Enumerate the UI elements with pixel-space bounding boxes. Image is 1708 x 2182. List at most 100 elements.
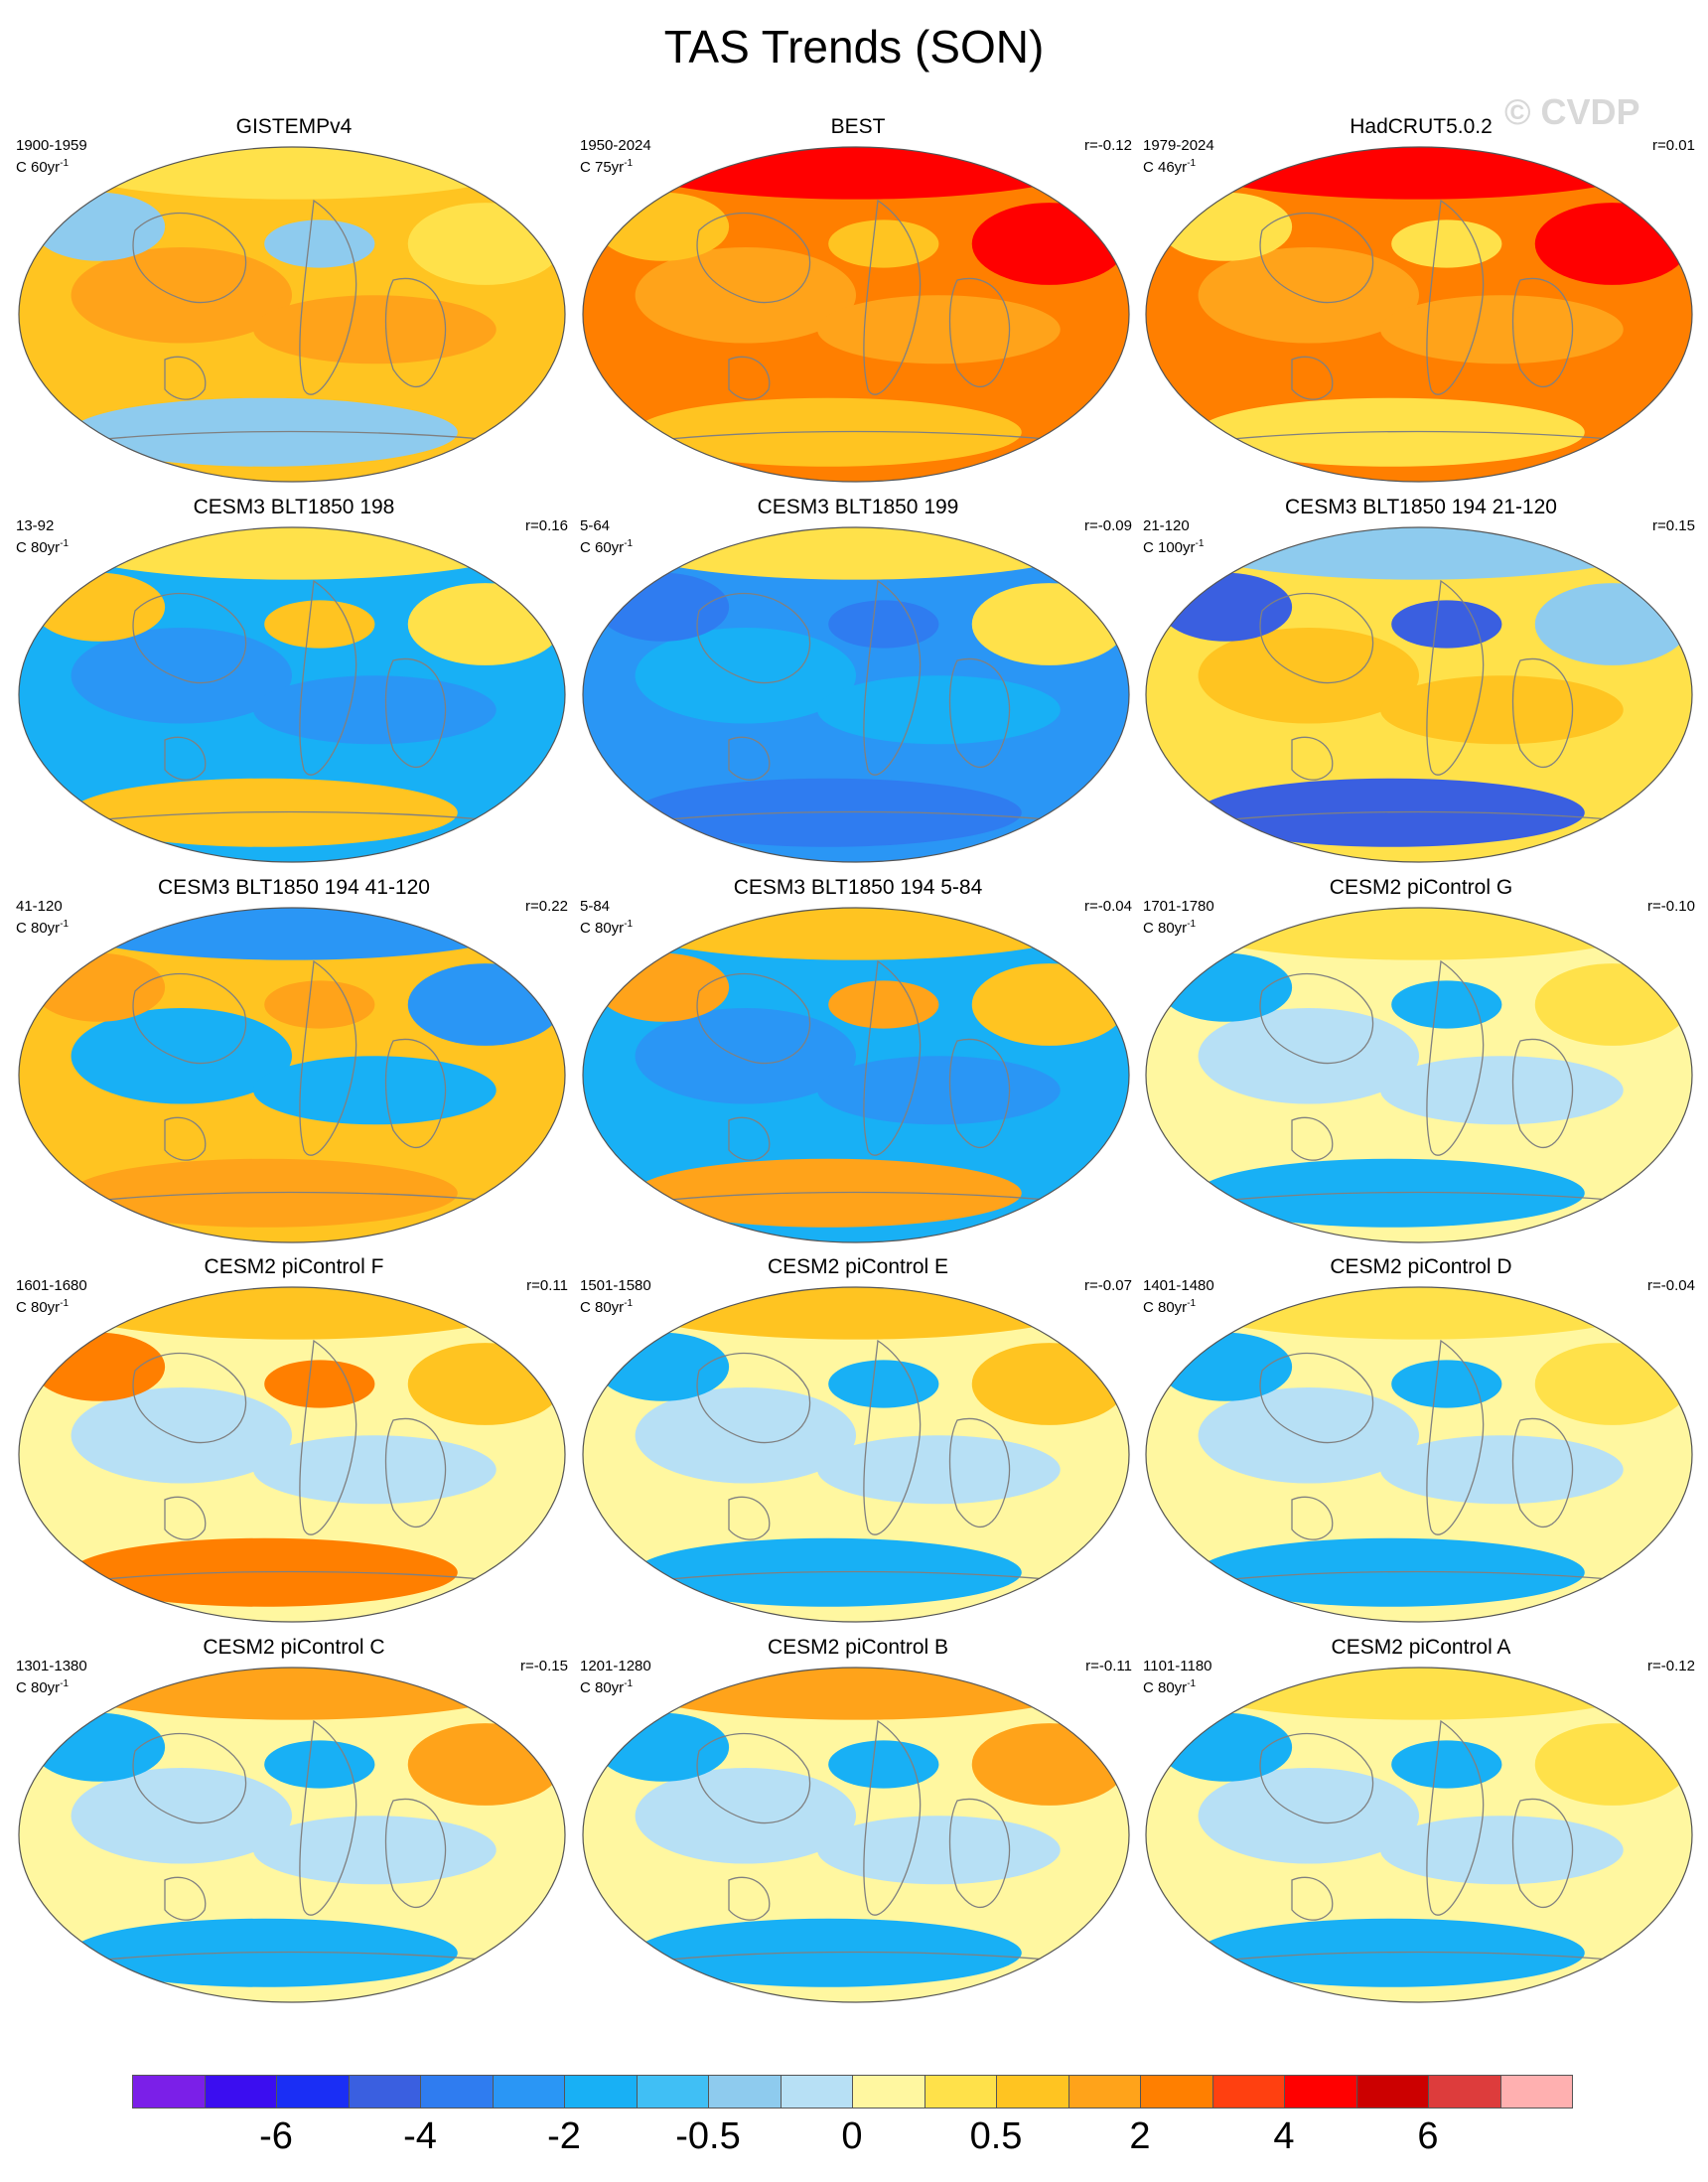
coastline	[1426, 1339, 1485, 1535]
anomaly-region	[253, 675, 497, 745]
map-panel: CESM2 piControl A 1101-1180 C 80yr-1 r=-0.1…	[1143, 1636, 1699, 2019]
panel-correlation: r=-0.09	[1084, 517, 1132, 534]
figure-title: TAS Trends (SON)	[663, 21, 1045, 73]
coastline	[1511, 277, 1574, 388]
trend-map	[1145, 526, 1693, 863]
panel-units: C 80yr-1	[580, 1295, 633, 1317]
coastline	[1259, 1352, 1374, 1444]
panel-title: CESM3 BLT1850 199	[757, 496, 959, 518]
panel-years: 13-92	[16, 517, 55, 534]
panel-years: 1701-1780	[1143, 898, 1214, 915]
coastline	[948, 277, 1011, 388]
units-exponent: -1	[624, 538, 634, 549]
panel-correlation: r=0.22	[525, 898, 568, 915]
colorbar-tick-label: 0.5	[969, 2115, 1023, 2157]
panel-units: C 80yr-1	[1143, 916, 1196, 938]
coastline	[384, 277, 447, 388]
colorbar-swatch	[1499, 2075, 1573, 2109]
coastline	[104, 1951, 484, 1961]
units-exponent: -1	[1187, 919, 1197, 930]
panel-units-text: C 80yr	[580, 1299, 625, 1316]
coastline	[696, 592, 811, 684]
coastline	[1511, 657, 1574, 769]
coastline	[164, 1116, 207, 1161]
anomaly-region	[71, 627, 292, 724]
panel-units: C 60yr-1	[580, 535, 633, 557]
panel-units: C 80yr-1	[1143, 1675, 1196, 1697]
trend-map	[1145, 146, 1693, 483]
coastline	[696, 1352, 811, 1444]
panel-units-text: C 46yr	[1143, 159, 1188, 176]
anomaly-region	[1198, 1007, 1419, 1104]
colorbar	[132, 2075, 1573, 2110]
units-exponent: -1	[60, 538, 70, 549]
coastline	[1291, 1116, 1334, 1161]
colorbar-swatch	[204, 2075, 277, 2109]
anomaly-region	[596, 952, 730, 1022]
anomaly-region	[607, 147, 1105, 200]
panel-title: CESM3 BLT1850 198	[193, 496, 395, 518]
coastline	[668, 1191, 1048, 1201]
coastline	[132, 972, 247, 1065]
anomaly-region	[1170, 1287, 1668, 1340]
panel-units: C 80yr-1	[580, 1675, 633, 1697]
anomaly-region	[264, 219, 375, 268]
coastline	[1511, 1798, 1574, 1909]
coastline	[1291, 736, 1334, 781]
map-border	[1145, 146, 1693, 483]
anomaly-region	[596, 192, 730, 261]
map-panel: CESM2 piControl D 1401-1480 C 80yr-1 r=-0.0…	[1143, 1255, 1699, 1639]
anomaly-region	[1391, 1360, 1502, 1408]
anomaly-region	[1170, 527, 1668, 580]
panel-years: 5-64	[580, 517, 611, 534]
anomaly-region	[1159, 572, 1293, 642]
cvdp-watermark: © CVDP	[1504, 91, 1640, 132]
colorbar-swatch	[708, 2075, 782, 2109]
panel-years: 1900-1959	[16, 137, 87, 154]
panel-years: 1950-2024	[580, 137, 651, 154]
coastline	[948, 1417, 1011, 1528]
panel-title: CESM2 piControl C	[203, 1636, 385, 1659]
units-exponent: -1	[60, 158, 70, 169]
coastline	[384, 657, 447, 769]
coastline	[1231, 1951, 1611, 1961]
anomaly-region	[635, 1767, 856, 1864]
anomaly-region	[1170, 147, 1668, 200]
panel-title: CESM3 BLT1850 194 21-120	[1285, 496, 1557, 518]
map-panel: CESM3 BLT1850 194 21-120 21-120 C 100yr-1 r…	[1143, 496, 1699, 879]
colorbar-tick-label: -0.5	[675, 2115, 741, 2157]
panel-years: 1101-1180	[1143, 1658, 1212, 1674]
coastline	[948, 1038, 1011, 1149]
coastline	[948, 1798, 1011, 1909]
panel-title: HadCRUT5.0.2	[1350, 115, 1493, 138]
panel-units-text: C 80yr	[16, 1299, 61, 1316]
colorbar-tick-label: -2	[547, 2115, 581, 2157]
panel-correlation: r=0.16	[525, 517, 568, 534]
anomaly-region	[817, 295, 1061, 364]
anomaly-region	[1391, 1740, 1502, 1789]
map-border	[582, 526, 1130, 863]
coastline	[164, 1876, 207, 1921]
map-panel: CESM2 piControl C 1301-1380 C 80yr-1 r=-0.1…	[16, 1636, 572, 2019]
coastline	[132, 212, 247, 304]
panel-units-text: C 60yr	[580, 539, 625, 556]
map-border	[18, 907, 566, 1243]
anomaly-region	[1391, 980, 1502, 1029]
coastline	[384, 1417, 447, 1528]
trend-map	[18, 526, 566, 863]
coastline	[728, 736, 771, 781]
coastline	[1259, 972, 1374, 1065]
anomaly-region	[607, 527, 1105, 580]
anomaly-region	[43, 147, 541, 200]
panel-units-text: C 80yr	[1143, 1679, 1188, 1696]
anomaly-region	[817, 1816, 1061, 1885]
units-exponent: -1	[624, 158, 634, 169]
coastline	[696, 972, 811, 1065]
anomaly-region	[32, 952, 166, 1022]
anomaly-region	[253, 1056, 497, 1125]
panel-years: 21-120	[1143, 517, 1190, 534]
panel-title: CESM2 piControl E	[767, 1255, 949, 1278]
units-exponent: -1	[1187, 1298, 1197, 1309]
anomaly-region	[1159, 1712, 1293, 1782]
panel-units: C 80yr-1	[16, 1295, 69, 1317]
